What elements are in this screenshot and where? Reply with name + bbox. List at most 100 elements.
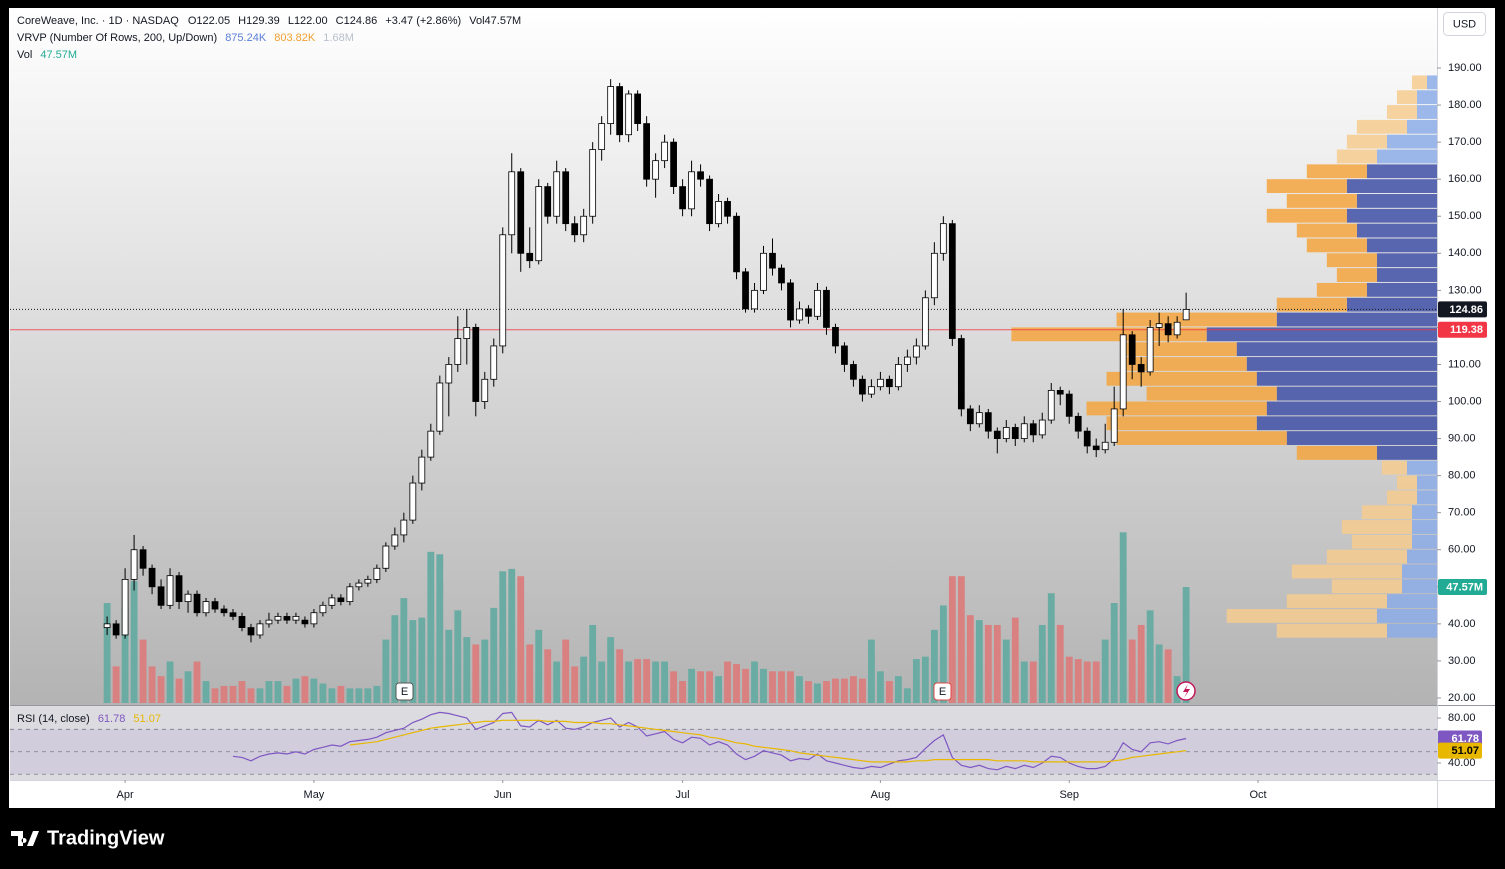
- volume-tag-bg: [1438, 578, 1487, 595]
- candle-body: [1173, 321, 1181, 336]
- rsi-tag-bg: [1438, 730, 1482, 747]
- volume-bar: [966, 615, 974, 703]
- volume-bar: [616, 649, 624, 703]
- candle-body: [436, 382, 444, 432]
- rsi-tag: 61.78: [1451, 733, 1479, 745]
- volume-bar: [463, 637, 471, 703]
- volume-bar: [391, 615, 399, 703]
- profile-down: [1291, 564, 1402, 579]
- volume-bar: [1119, 532, 1127, 703]
- profile-up: [1366, 282, 1437, 297]
- profile-up: [1246, 357, 1437, 371]
- volume-bar: [607, 637, 615, 703]
- o-value: 122.05: [196, 15, 230, 27]
- volume-bar: [778, 671, 785, 703]
- candle-body: [1110, 408, 1118, 443]
- candle-body: [787, 282, 794, 321]
- volume-bar: [589, 624, 597, 703]
- candle-body: [283, 616, 291, 621]
- volume-bar: [445, 629, 453, 703]
- candle-body: [760, 252, 767, 291]
- candle-body: [1029, 423, 1037, 436]
- profile-down: [1286, 594, 1387, 609]
- volume-bar: [337, 685, 345, 703]
- candle-body: [247, 627, 255, 636]
- candle-body: [984, 412, 992, 432]
- volume-bar: [679, 681, 687, 703]
- volume-bar: [885, 681, 893, 703]
- volume-bar: [121, 607, 129, 703]
- candle-body: [751, 289, 758, 310]
- volume-bar: [823, 681, 830, 703]
- candle-body: [832, 327, 839, 347]
- volume-bar: [1110, 603, 1118, 703]
- y-tick-label: 170.00: [1448, 136, 1482, 148]
- y-tick-label: 130.00: [1448, 284, 1482, 296]
- profile-down: [1266, 208, 1347, 223]
- candle-body: [220, 608, 228, 614]
- candle-body: [1101, 441, 1109, 451]
- profile-up: [1386, 134, 1437, 149]
- volume-bar: [571, 666, 579, 703]
- candle-body: [373, 567, 381, 580]
- profile-up: [1366, 238, 1437, 253]
- candle-body: [895, 364, 902, 388]
- profile-up: [1376, 268, 1437, 282]
- volume-bar: [1128, 639, 1136, 703]
- profile-up: [1406, 549, 1437, 564]
- volume-bar: [670, 671, 678, 703]
- volume-bar: [1137, 624, 1145, 703]
- profile-down: [1336, 149, 1377, 164]
- candle-body: [733, 215, 740, 273]
- volume-bar: [184, 671, 192, 703]
- profile-up: [1416, 105, 1437, 119]
- y-tick-label: 100.00: [1448, 395, 1482, 407]
- volume-bar: [355, 688, 363, 703]
- change: +3.47 (+2.86%): [385, 15, 461, 27]
- volume-bar: [760, 668, 767, 703]
- volume-bar: [1029, 661, 1037, 703]
- candle-body: [670, 141, 677, 188]
- volume-bar: [301, 676, 309, 703]
- vol-legend-value: 47.57M: [40, 49, 77, 61]
- volume-bar: [733, 663, 740, 703]
- candle-body: [454, 338, 462, 365]
- candle-body: [661, 141, 668, 162]
- legend-main: CoreWeave, Inc. · 1D · NASDAQ O122.05 H1…: [17, 15, 521, 27]
- y-tick-label: 60.00: [1448, 544, 1476, 556]
- candle-body: [1083, 430, 1091, 447]
- candle-body: [202, 601, 210, 614]
- y-tick-label: 160.00: [1448, 173, 1482, 185]
- event-icon: [395, 682, 414, 701]
- event-flash[interactable]: [1176, 681, 1196, 701]
- candle-body: [921, 297, 929, 347]
- volume-bar: [211, 688, 219, 703]
- candle-body: [112, 623, 120, 636]
- candle-body: [904, 356, 911, 365]
- candle-body: [1128, 334, 1136, 365]
- volume-bar: [724, 661, 731, 703]
- vrvp-down: 803.82K: [274, 32, 316, 44]
- candle-body: [913, 345, 920, 358]
- profile-down: [1316, 282, 1367, 297]
- volume-bar: [894, 676, 902, 703]
- rsi-tick-label: 40.00: [1448, 757, 1476, 769]
- profile-down: [1286, 194, 1357, 208]
- poc-tag-bg: [1438, 321, 1487, 338]
- x-tick-label: Sep: [1059, 789, 1079, 801]
- candle-body: [1038, 419, 1046, 436]
- profile-down: [1411, 75, 1427, 90]
- event-earnings[interactable]: E: [933, 682, 952, 701]
- volume-bar: [103, 603, 111, 703]
- volume-bar: [751, 661, 758, 703]
- brand: TradingView: [47, 827, 165, 849]
- rsi-name: 61.78: [98, 713, 126, 725]
- candle-body: [823, 289, 830, 328]
- candle-body: [634, 93, 641, 125]
- event-earnings[interactable]: E: [395, 682, 414, 701]
- currency-button[interactable]: [1443, 12, 1486, 36]
- candle-body: [1137, 364, 1145, 373]
- candle-body: [175, 575, 183, 603]
- candle-body: [868, 386, 875, 395]
- candle-body: [166, 575, 174, 606]
